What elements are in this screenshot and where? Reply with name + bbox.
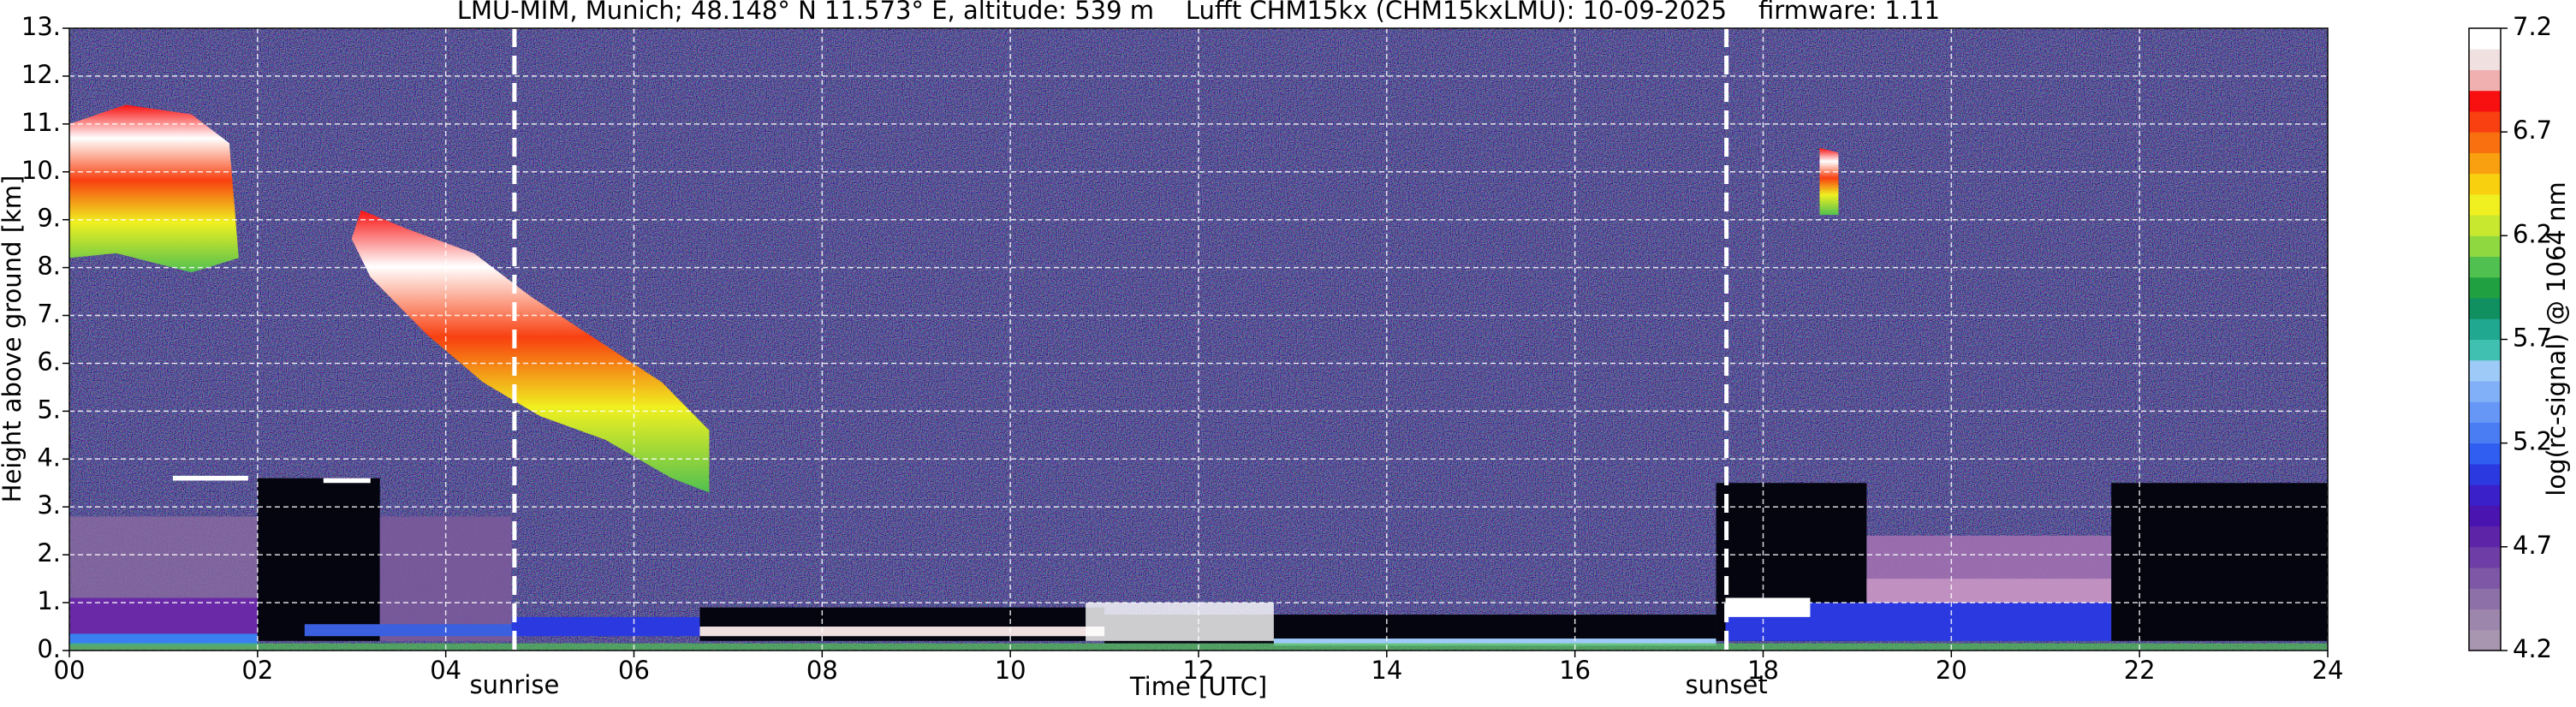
y-tick-label: 12. [21,60,61,89]
colorbar-swatch [2469,526,2501,548]
y-tick-label: 4. [37,443,61,472]
colorbar-swatch [2469,152,2501,175]
colorbar-swatch [2469,235,2501,258]
colorbar-label: log(rc-signal) @ 1064 nm [2542,181,2571,496]
y-tick-label: 2. [37,538,61,567]
x-tick-label: 04 [430,656,461,685]
colorbar-tick-label: 5.7 [2513,324,2552,353]
y-tick-label: 10. [21,156,61,185]
annotation-label: sunset [1686,670,1768,699]
colorbar-swatch [2469,546,2501,568]
colorbar-swatch [2469,132,2501,153]
x-tick-label: 24 [2312,656,2344,685]
chart-title: LMU-MIM, Munich; 48.148° N 11.573° E, al… [457,0,1940,25]
y-tick-label: 13. [21,12,61,41]
colorbar-swatch [2469,463,2501,485]
x-axis-label: Time [UTC] [1129,672,1267,701]
colorbar-swatch [2469,505,2501,527]
y-tick-label: 11. [21,108,61,137]
colorbar-swatch [2469,193,2501,216]
colorbar-tick-label: 6.2 [2513,219,2552,248]
colorbar-swatch [2469,256,2501,278]
colorbar-swatch [2469,49,2501,70]
colorbar-swatch [2469,609,2501,631]
colorbar-swatch [2469,422,2501,444]
colorbar-swatch [2469,567,2501,589]
x-tick-label: 16 [1559,656,1591,685]
colorbar-swatch [2469,276,2501,299]
colorbar-swatch [2469,318,2501,340]
x-tick-label: 14 [1371,656,1402,685]
y-tick-label: 3. [37,490,61,520]
x-tick-label: 20 [1936,656,1967,685]
colorbar-swatch [2469,629,2501,651]
colorbar-swatch [2469,339,2501,361]
y-tick-label: 0. [37,634,61,663]
y-tick-label: 8. [37,252,61,281]
colorbar-swatch [2469,110,2501,133]
colorbar-tick-label: 4.7 [2513,531,2552,560]
x-tick-label: 10 [995,656,1026,685]
y-tick-label: 6. [37,347,61,376]
y-tick-label: 5. [37,395,61,424]
colorbar-swatch [2469,588,2501,610]
x-tick-label: 02 [241,656,273,685]
colorbar-swatch [2469,359,2501,382]
y-tick-label: 7. [37,300,61,329]
colorbar-swatch [2469,484,2501,506]
colorbar-tick-label: 7.2 [2513,12,2552,41]
x-tick-label: 22 [2124,656,2156,685]
colorbar-tick-label: 6.7 [2513,116,2552,145]
colorbar-swatch [2469,90,2501,112]
x-tick-label: 06 [618,656,650,685]
colorbar-swatch [2469,69,2501,92]
x-tick-label: 12 [1183,656,1215,685]
colorbar-swatch [2469,215,2501,236]
colorbar-swatch [2469,443,2501,465]
x-tick-label: 18 [1747,656,1779,685]
x-tick-label: 08 [806,656,838,685]
x-tick-label: 00 [54,656,86,685]
colorbar-swatch [2469,28,2501,50]
colorbar-swatch [2469,298,2501,319]
annotation-label: sunrise [469,670,559,699]
y-tick-label: 1. [37,586,61,615]
y-tick-label: 9. [37,204,61,233]
colorbar-swatch [2469,401,2501,423]
colorbar-tick-label: 5.2 [2513,427,2552,456]
colorbar-tick-label: 4.2 [2513,634,2552,663]
y-axis-label: Height above ground [km] [0,175,27,503]
colorbar-swatch [2469,173,2501,195]
colorbar-swatch [2469,380,2501,402]
